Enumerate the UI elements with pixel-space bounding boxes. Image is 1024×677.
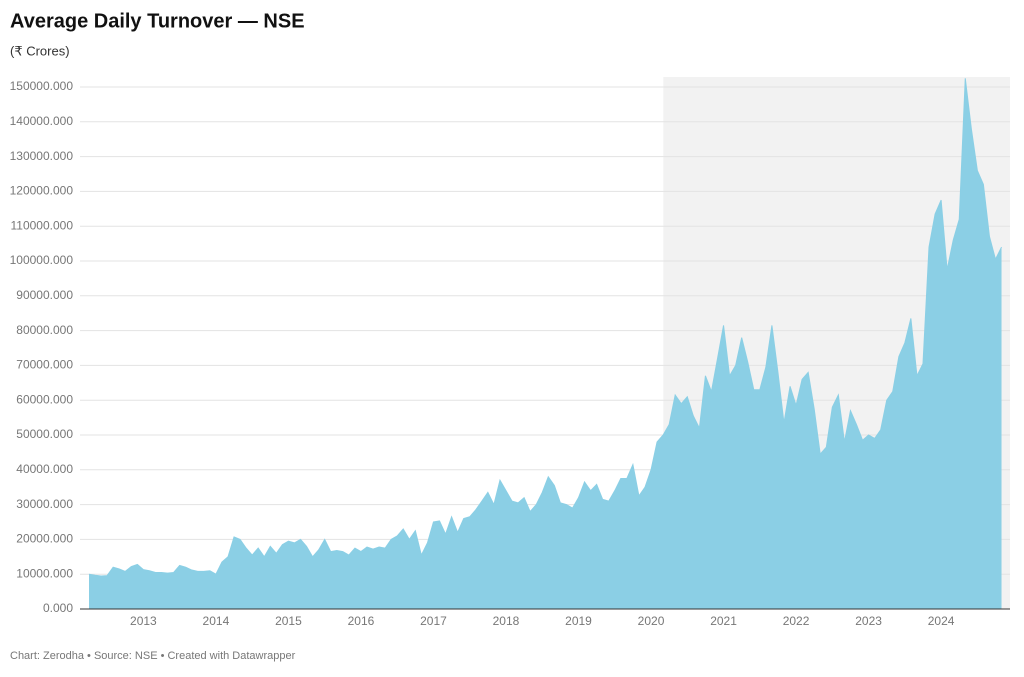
y-tick-label: 100000.000 [10, 253, 74, 267]
x-tick-label: 2021 [710, 614, 737, 628]
y-tick-label: 140000.000 [10, 114, 74, 128]
y-tick-label: 120000.000 [10, 184, 74, 198]
y-tick-label: 10000.000 [16, 566, 73, 580]
area-line [88, 78, 1002, 577]
x-tick-label: 2020 [638, 614, 665, 628]
y-tick-label: 110000.000 [10, 218, 73, 232]
x-tick-label: 2018 [493, 614, 520, 628]
y-tick-label: 70000.000 [16, 358, 73, 372]
chart-title: Average Daily Turnover — NSE [10, 10, 305, 32]
x-tick-label: 2017 [420, 614, 447, 628]
y-tick-label: 130000.000 [10, 149, 74, 163]
chart-footer: Chart: Zerodha • Source: NSE • Created w… [10, 650, 296, 662]
y-tick-label: 80000.000 [16, 323, 73, 337]
y-tick-label: 20000.000 [16, 532, 73, 546]
x-tick-label: 2024 [928, 614, 955, 628]
x-tick-label: 2019 [565, 614, 592, 628]
x-tick-label: 2014 [203, 614, 230, 628]
x-tick-label: 2016 [348, 614, 375, 628]
y-tick-label: 0.000 [43, 601, 73, 615]
x-tick-label: 2015 [275, 614, 302, 628]
y-tick-label: 30000.000 [16, 497, 73, 511]
x-tick-label: 2022 [783, 614, 810, 628]
x-tick-label: 2023 [855, 614, 882, 628]
chart-subtitle: (₹ Crores) [10, 43, 70, 58]
y-tick-label: 150000.000 [10, 79, 74, 93]
y-tick-label: 60000.000 [16, 392, 73, 406]
y-tick-label: 90000.000 [16, 288, 73, 302]
y-tick-label: 50000.000 [16, 427, 73, 441]
x-tick-label: 2013 [130, 614, 157, 628]
y-tick-label: 40000.000 [16, 462, 73, 476]
area-fill [89, 78, 1002, 610]
